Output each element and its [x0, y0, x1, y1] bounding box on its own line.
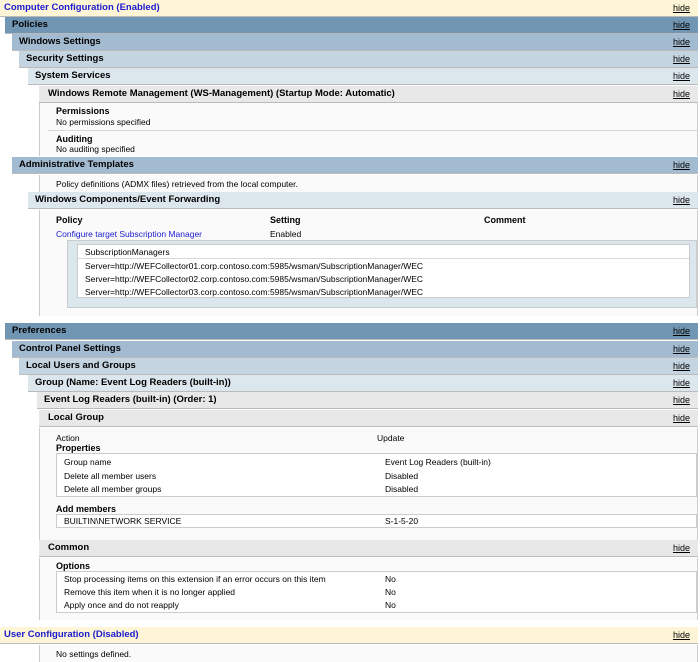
admx-note: Policy definitions (ADMX files) retrieve…: [56, 179, 298, 189]
option-name: Remove this item when it is no longer ap…: [64, 587, 236, 597]
section-title: Administrative Templates: [19, 159, 134, 170]
table-header: SubscriptionManagers: [85, 247, 170, 257]
table-row: Server=http://WEFCollector02.corp.contos…: [85, 274, 424, 284]
options-label: Options: [56, 561, 90, 571]
member-sid: S-1-5-20: [385, 516, 419, 526]
section-title: Security Settings: [26, 53, 104, 64]
members-table: BUILTIN\NETWORK SERVICE S-1-5-20: [56, 514, 697, 528]
option-value: No: [385, 600, 396, 610]
column-header-policy: Policy: [56, 215, 83, 225]
permissions-label: Permissions: [56, 106, 110, 116]
user-configuration-body: No settings defined.: [39, 645, 698, 662]
administrative-templates-header: Administrative Templates hide: [12, 157, 698, 174]
hide-link[interactable]: hide: [672, 3, 690, 13]
property-name: Group name: [64, 457, 112, 467]
properties-table: Group name Event Log Readers (built-in) …: [56, 453, 697, 497]
section-title: User Configuration (Disabled): [4, 629, 139, 640]
column-header-comment: Comment: [484, 215, 526, 225]
section-title: Common: [48, 542, 90, 553]
group-header: Group (Name: Event Log Readers (built-in…: [28, 375, 698, 392]
subscription-managers-panel: SubscriptionManagers Server=http://WEFCo…: [67, 240, 697, 308]
event-log-readers-header: Event Log Readers (built-in) (Order: 1) h…: [37, 392, 698, 409]
divider: [78, 258, 689, 259]
security-settings-header: Security Settings hide: [19, 51, 698, 68]
option-name: Apply once and do not reapply: [64, 600, 179, 610]
divider: [48, 130, 697, 131]
section-title: Event Log Readers (built-in) (Order: 1): [44, 394, 217, 405]
add-members-label: Add members: [56, 504, 117, 514]
hide-link[interactable]: hide: [672, 54, 690, 64]
winrm-body: Permissions No permissions specified Aud…: [39, 103, 698, 156]
policies-header: Policies hide: [5, 17, 698, 34]
user-configuration-header: User Configuration (Disabled) hide: [0, 627, 698, 644]
property-name: Delete all member users: [64, 471, 157, 481]
auditing-value: No auditing specified: [56, 144, 135, 154]
local-group-header: Local Group hide: [39, 410, 698, 427]
hide-link[interactable]: hide: [672, 89, 690, 99]
property-name: Delete all member groups: [64, 484, 162, 494]
section-title: Windows Components/Event Forwarding: [35, 194, 221, 205]
control-panel-header: Control Panel Settings hide: [12, 341, 698, 358]
local-group-body: Action Update Properties Group name Even…: [39, 428, 698, 540]
winrm-header: Windows Remote Management (WS-Management…: [39, 86, 698, 103]
preferences-header: Preferences hide: [5, 323, 698, 340]
hide-link[interactable]: hide: [672, 71, 690, 81]
event-forwarding-body: Policy Setting Comment Configure target …: [39, 210, 698, 316]
table-row: Server=http://WEFCollector03.corp.contos…: [85, 287, 424, 297]
section-title: Windows Settings: [19, 36, 101, 47]
policy-setting: Enabled: [270, 229, 302, 239]
permissions-value: No permissions specified: [56, 117, 151, 127]
policy-link[interactable]: Configure target Subscription Manager: [56, 229, 202, 239]
section-title: Windows Remote Management (WS-Management…: [48, 88, 395, 99]
computer-configuration-header: Computer Configuration (Enabled) hide: [0, 0, 698, 17]
property-value: Disabled: [385, 484, 419, 494]
subscription-managers-table: SubscriptionManagers Server=http://WEFCo…: [77, 244, 690, 298]
hide-link[interactable]: hide: [672, 361, 690, 371]
common-header: Common hide: [39, 540, 698, 557]
section-title: Policies: [12, 19, 48, 30]
hide-link[interactable]: hide: [672, 378, 690, 388]
hide-link[interactable]: hide: [672, 413, 690, 423]
option-name: Stop processing items on this extension …: [64, 574, 326, 584]
windows-settings-header: Windows Settings hide: [12, 34, 698, 51]
option-value: No: [385, 574, 396, 584]
action-label: Action: [56, 433, 80, 443]
system-services-header: System Services hide: [28, 68, 698, 85]
action-value: Update: [377, 433, 405, 443]
section-title: Group (Name: Event Log Readers (built-in…: [35, 377, 231, 388]
hide-link[interactable]: hide: [672, 195, 690, 205]
hide-link[interactable]: hide: [672, 160, 690, 170]
auditing-label: Auditing: [56, 134, 93, 144]
option-value: No: [385, 587, 396, 597]
hide-link[interactable]: hide: [672, 395, 690, 405]
local-users-header: Local Users and Groups hide: [19, 358, 698, 375]
event-forwarding-header: Windows Components/Event Forwarding hide: [28, 192, 698, 209]
hide-link[interactable]: hide: [672, 37, 690, 47]
hide-link[interactable]: hide: [672, 630, 690, 640]
common-body: Options Stop processing items on this ex…: [39, 558, 698, 620]
hide-link[interactable]: hide: [672, 543, 690, 553]
hide-link[interactable]: hide: [672, 20, 690, 30]
section-title: Control Panel Settings: [19, 343, 121, 354]
member-name: BUILTIN\NETWORK SERVICE: [64, 516, 182, 526]
section-title: System Services: [35, 70, 111, 81]
section-title: Local Group: [48, 412, 104, 423]
section-title: Computer Configuration (Enabled): [4, 2, 160, 13]
section-title: Preferences: [12, 325, 67, 336]
properties-label: Properties: [56, 443, 101, 453]
options-table: Stop processing items on this extension …: [56, 571, 697, 613]
table-row: Server=http://WEFCollector01.corp.contos…: [85, 261, 424, 271]
no-settings-text: No settings defined.: [56, 649, 132, 659]
admx-body: Policy definitions (ADMX files) retrieve…: [39, 175, 698, 192]
column-header-setting: Setting: [270, 215, 301, 225]
hide-link[interactable]: hide: [672, 344, 690, 354]
section-title: Local Users and Groups: [26, 360, 136, 371]
property-value: Disabled: [385, 471, 419, 481]
property-value: Event Log Readers (built-in): [385, 457, 491, 467]
hide-link[interactable]: hide: [672, 326, 690, 336]
